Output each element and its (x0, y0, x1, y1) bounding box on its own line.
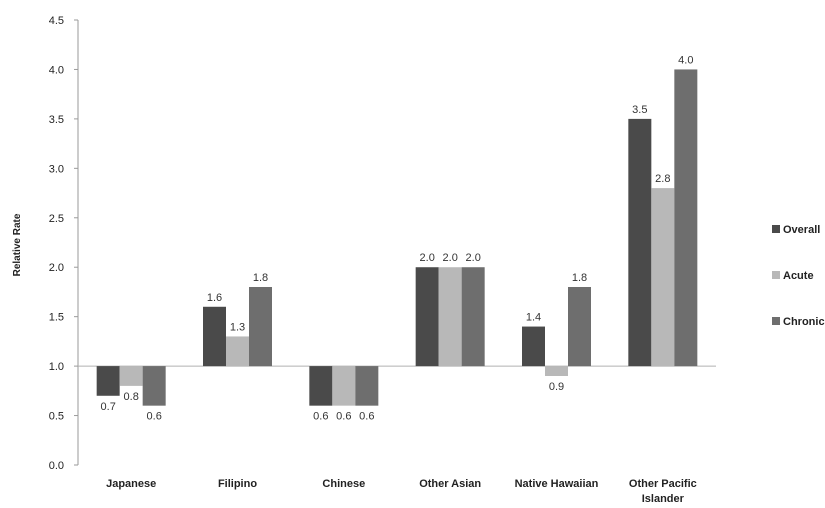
y-tick-label: 2.0 (49, 262, 64, 274)
category-labels: Japanese Filipino Chinese Other Asian Native… (106, 478, 697, 505)
legend-label-overall: Overall (783, 224, 820, 236)
legend-swatch-overall (772, 225, 780, 233)
data-label: 0.6 (359, 411, 374, 423)
bar-acute-4 (545, 366, 568, 376)
data-label: 1.4 (526, 312, 541, 324)
data-label: 0.6 (313, 411, 328, 423)
data-label: 0.7 (101, 401, 116, 413)
y-tick-label: 2.5 (49, 213, 64, 225)
data-label: 1.8 (572, 272, 587, 284)
data-label: 2.0 (466, 252, 481, 264)
data-label: 3.5 (632, 104, 647, 116)
y-tick-label: 0.0 (49, 460, 64, 472)
data-label: 1.3 (230, 321, 245, 333)
bar-chronic-0 (142, 366, 166, 406)
data-label: 2.8 (655, 173, 670, 185)
y-tick-label: 3.0 (49, 163, 64, 175)
data-label: 0.8 (124, 391, 139, 403)
bar-chronic-4 (568, 287, 591, 367)
data-label: 1.8 (253, 272, 268, 284)
bar-overall-5 (628, 118, 652, 367)
data-label: 0.6 (336, 411, 351, 423)
y-tick-label: 4.5 (49, 15, 64, 27)
category-label: Chinese (322, 478, 365, 490)
bar-overall-3 (415, 267, 439, 367)
category-label: Other Asian (419, 478, 481, 490)
legend-swatch-acute (772, 271, 780, 279)
bar-overall-0 (96, 366, 120, 396)
bar-overall-4 (522, 326, 545, 367)
y-tick-label: 1.5 (49, 312, 64, 324)
data-label: 2.0 (443, 252, 458, 264)
bar-chronic-2 (355, 366, 379, 406)
legend-label-acute: Acute (783, 270, 814, 282)
bar-chronic-5 (674, 69, 698, 367)
y-tick-label: 0.5 (49, 411, 64, 423)
bar-overall-2 (309, 366, 333, 406)
bar-acute-1 (226, 336, 249, 367)
bars (96, 69, 698, 406)
bar-acute-0 (119, 366, 143, 386)
category-label: Islander (642, 493, 685, 505)
legend-swatch-chronic (772, 317, 780, 325)
bar-chronic-1 (249, 287, 272, 367)
y-tick-label: 1.0 (49, 361, 64, 373)
data-label: 1.6 (207, 292, 222, 304)
category-label: Other Pacific (629, 478, 697, 490)
bar-acute-2 (332, 366, 356, 406)
y-tick-label: 3.5 (49, 114, 64, 126)
category-label: Japanese (106, 478, 156, 490)
data-labels: 0.7 0.8 0.6 1.6 1.3 1.8 0.6 0.6 0.6 2.0 2.0 2.0 1.4 0… (101, 54, 694, 422)
y-axis-label: Relative Rate (12, 213, 23, 276)
data-label: 2.0 (420, 252, 435, 264)
legend-label-chronic: Chronic (783, 316, 825, 328)
axes (77, 20, 716, 465)
y-tick-label: 4.0 (49, 64, 64, 76)
bar-chronic-3 (461, 267, 485, 367)
category-label: Filipino (218, 478, 257, 490)
data-label: 0.9 (549, 381, 564, 393)
bar-overall-1 (203, 306, 226, 367)
y-tick-labels: 0.0 0.5 1.0 1.5 2.0 2.5 3.0 3.5 4.0 4.5 (49, 15, 78, 472)
bar-acute-3 (438, 267, 462, 367)
category-label: Native Hawaiian (515, 478, 599, 490)
legend: Overall Acute Chronic (772, 224, 825, 328)
data-label: 0.6 (147, 411, 162, 423)
data-label: 4.0 (678, 54, 693, 66)
y-axis-label-group: Relative Rate (12, 213, 23, 276)
bar-acute-5 (651, 188, 675, 367)
